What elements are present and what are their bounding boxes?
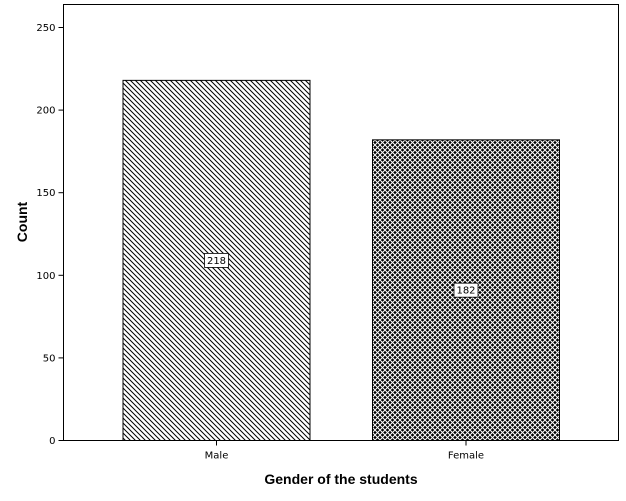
y-tick-label: 200 — [36, 106, 55, 117]
x-tick-label: Female — [448, 451, 484, 462]
x-axis-title: Gender of the students — [264, 471, 417, 487]
y-tick-label: 100 — [36, 271, 55, 282]
x-tick-label: Male — [205, 451, 229, 462]
y-axis-title: Count — [14, 201, 30, 242]
y-axis: 0 50 100 150 200 250 — [36, 23, 64, 447]
data-label: 218 — [207, 256, 226, 267]
y-tick-label: 0 — [49, 436, 55, 447]
y-tick-label: 250 — [36, 23, 55, 34]
x-axis: Male Female — [205, 440, 484, 462]
data-label-box — [204, 253, 229, 268]
data-label-box — [453, 282, 479, 298]
data-label: 182 — [456, 286, 475, 297]
bars: 218 182 — [122, 79, 560, 441]
y-tick-label: 50 — [43, 353, 56, 364]
y-tick-label: 150 — [36, 188, 55, 199]
